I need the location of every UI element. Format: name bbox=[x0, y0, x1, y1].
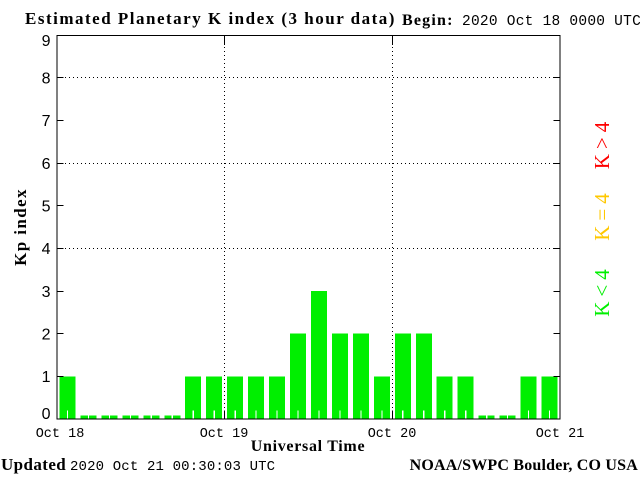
svg-text:1: 1 bbox=[42, 369, 51, 386]
svg-text:Updated: Updated bbox=[1, 455, 66, 474]
svg-text:Begin:: Begin: bbox=[402, 12, 454, 29]
svg-text:K>4: K>4 bbox=[590, 117, 614, 170]
svg-text:2020 Oct 18 0000 UTC: 2020 Oct 18 0000 UTC bbox=[462, 14, 640, 30]
svg-text:Estimated Planetary K index (3: Estimated Planetary K index (3 hour data… bbox=[25, 9, 396, 28]
svg-text:4: 4 bbox=[42, 241, 51, 258]
svg-text:Kp index: Kp index bbox=[11, 188, 30, 266]
svg-text:Oct 18: Oct 18 bbox=[36, 427, 85, 442]
svg-text:Oct 20: Oct 20 bbox=[368, 427, 417, 442]
svg-text:NOAA/SWPC Boulder, CO USA: NOAA/SWPC Boulder, CO USA bbox=[410, 457, 639, 474]
svg-text:Universal Time: Universal Time bbox=[251, 438, 366, 455]
svg-text:6: 6 bbox=[42, 156, 51, 173]
svg-text:K<4: K<4 bbox=[590, 264, 614, 317]
svg-text:K=4: K=4 bbox=[590, 188, 614, 241]
svg-text:2020 Oct 21 00:30:03 UTC: 2020 Oct 21 00:30:03 UTC bbox=[70, 459, 275, 475]
svg-text:2: 2 bbox=[42, 327, 51, 344]
svg-text:7: 7 bbox=[42, 113, 51, 130]
svg-text:8: 8 bbox=[42, 71, 51, 88]
svg-text:3: 3 bbox=[42, 284, 51, 301]
svg-text:9: 9 bbox=[42, 33, 51, 50]
svg-text:5: 5 bbox=[42, 199, 51, 216]
svg-text:0: 0 bbox=[42, 406, 51, 423]
svg-text:Oct 19: Oct 19 bbox=[200, 427, 249, 442]
svg-text:Oct 21: Oct 21 bbox=[536, 427, 585, 442]
